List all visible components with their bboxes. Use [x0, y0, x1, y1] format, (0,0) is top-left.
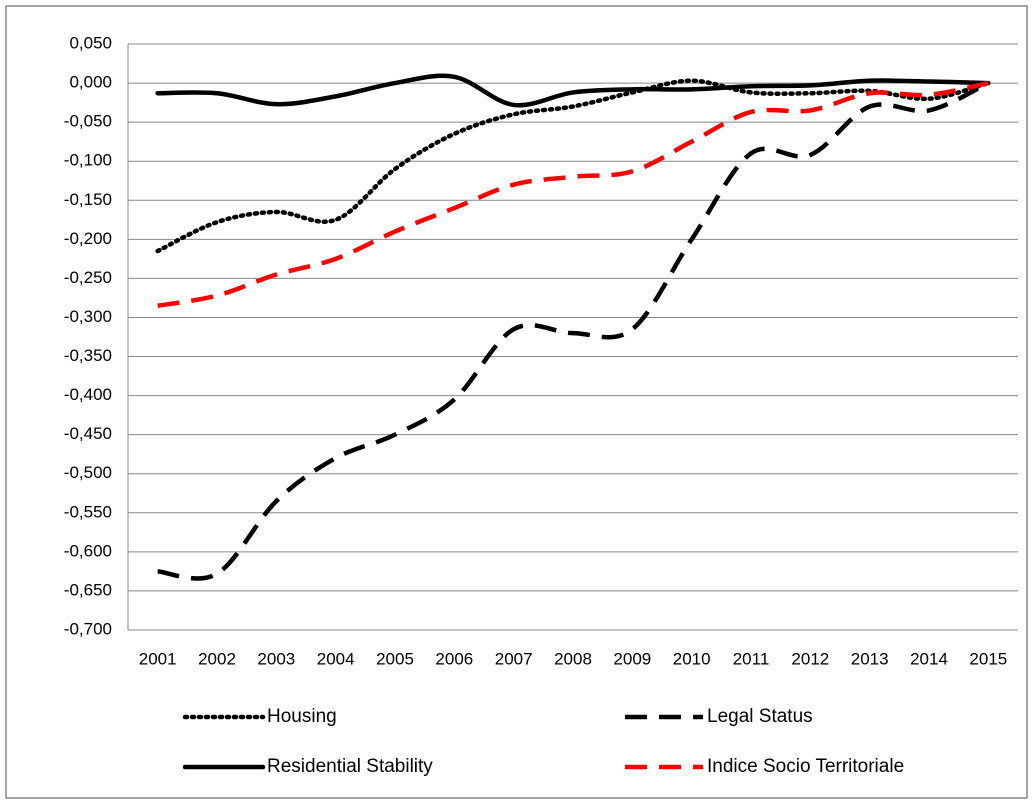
- x-tick-label: 2003: [257, 649, 295, 668]
- x-tick-label: 2001: [139, 649, 177, 668]
- x-tick-label: 2013: [851, 649, 889, 668]
- x-tick-label: 2015: [969, 649, 1007, 668]
- legend-label: Housing: [267, 706, 337, 727]
- x-tick-label: 2002: [198, 649, 236, 668]
- y-tick-label: -0,300: [64, 307, 112, 326]
- x-tick-label: 2010: [673, 649, 711, 668]
- chart-frame: [5, 5, 1028, 799]
- legend-label: Legal Status: [707, 706, 813, 727]
- x-tick-label: 2012: [791, 649, 829, 668]
- x-tick-label: 2009: [613, 649, 651, 668]
- y-tick-label: -0,050: [64, 112, 112, 131]
- y-tick-label: -0,350: [64, 346, 112, 365]
- y-tick-label: -0,100: [64, 151, 112, 170]
- data-line: [157, 81, 990, 581]
- y-tick-label: -0,500: [64, 463, 112, 482]
- y-tick-label: -0,550: [64, 502, 112, 521]
- x-tick-label: 2007: [495, 649, 533, 668]
- x-tick-label: 2011: [733, 649, 770, 668]
- data-line: [157, 80, 989, 308]
- x-tick-label: 2008: [554, 649, 592, 668]
- y-tick-label: -0,600: [64, 541, 112, 560]
- x-tick-label: 2005: [376, 649, 414, 668]
- y-tick-label: -0,200: [64, 229, 112, 248]
- legend-label: Residential Stability: [267, 756, 433, 777]
- data-line: [155, 73, 991, 108]
- legend-label: Indice Socio Territoriale: [707, 756, 904, 777]
- y-tick-label: 0,000: [69, 73, 112, 92]
- y-tick-label: -0,400: [64, 385, 112, 404]
- y-tick-label: -0,150: [64, 190, 112, 209]
- y-tick-label: 0,050: [69, 33, 112, 52]
- data-line: [155, 78, 991, 254]
- y-tick-label: -0,650: [64, 580, 112, 599]
- x-tick-label: 2014: [910, 649, 948, 668]
- x-tick-label: 2004: [317, 649, 355, 668]
- x-tick-label: 2006: [435, 649, 473, 668]
- y-tick-label: -0,250: [64, 268, 112, 287]
- y-tick-label: -0,450: [64, 424, 112, 443]
- y-tick-label: -0,700: [64, 619, 112, 638]
